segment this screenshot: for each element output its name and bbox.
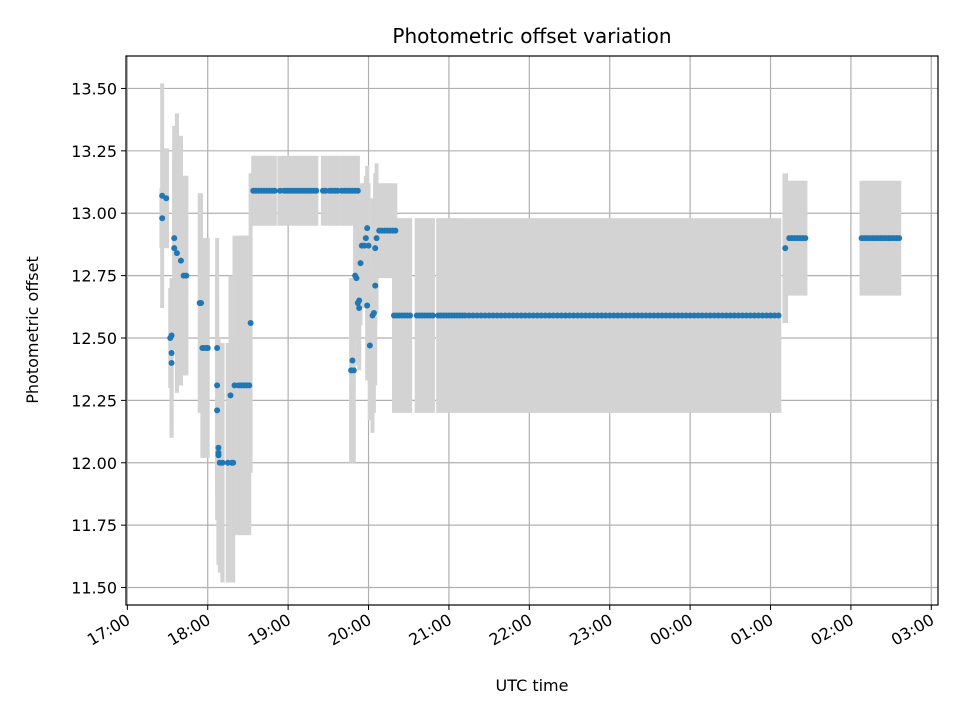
x-tick-label: 19:00	[245, 610, 294, 650]
data-point	[353, 275, 360, 282]
data-point	[429, 312, 436, 319]
data-point	[356, 305, 363, 312]
data-point	[168, 349, 175, 356]
y-tick-label: 11.50	[71, 579, 117, 598]
x-tick-label: 18:00	[164, 610, 213, 650]
x-tick-label: 17:00	[84, 610, 133, 650]
x-tick-label: 21:00	[405, 610, 454, 650]
data-point	[350, 367, 357, 374]
data-point	[349, 357, 356, 364]
x-tick-label: 22:00	[486, 610, 535, 650]
data-point	[183, 272, 190, 279]
data-point	[407, 312, 414, 319]
data-point	[171, 235, 178, 242]
y-tick-label: 13.50	[71, 79, 117, 98]
data-point	[173, 250, 180, 257]
data-point	[370, 310, 377, 317]
x-tick-label: 03:00	[888, 610, 937, 650]
y-tick-label: 12.75	[71, 267, 117, 286]
data-point	[215, 452, 222, 459]
data-point	[364, 302, 371, 309]
data-point	[215, 444, 222, 451]
y-axis-label: Photometric offset	[23, 256, 42, 404]
data-point	[163, 195, 170, 202]
data-point	[372, 282, 379, 289]
plot-frame	[125, 55, 939, 606]
x-tick-label: 02:00	[807, 610, 856, 650]
data-point	[357, 260, 364, 267]
x-axis: 17:00 18:00 19:00 20:00 21:00 22:00 23:00 00:00…	[84, 605, 937, 650]
data-point	[198, 300, 205, 307]
y-tick-label: 11.75	[71, 516, 117, 535]
data-point	[372, 245, 379, 252]
data-point	[373, 235, 380, 242]
data-point	[214, 407, 221, 414]
data-point	[171, 245, 178, 252]
data-point	[219, 459, 226, 466]
data-point	[313, 187, 320, 194]
y-tick-label: 13.25	[71, 142, 117, 161]
plot-area	[125, 55, 939, 606]
data-point	[782, 245, 789, 252]
data-point	[354, 187, 361, 194]
points-layer	[159, 187, 903, 466]
data-point	[364, 225, 371, 232]
data-point	[227, 392, 234, 399]
y-tick-label: 12.00	[71, 454, 117, 473]
data-point	[896, 235, 903, 242]
y-tick-label: 13.00	[71, 204, 117, 223]
data-point	[214, 382, 221, 389]
data-point	[177, 257, 184, 264]
x-tick-label: 00:00	[647, 610, 696, 650]
data-point	[247, 320, 254, 327]
data-point	[159, 215, 166, 222]
data-point	[214, 344, 221, 351]
data-point	[362, 235, 369, 242]
data-point	[246, 382, 253, 389]
x-tick-label: 20:00	[325, 610, 374, 650]
data-point	[802, 235, 809, 242]
chart-title: Photometric offset variation	[392, 24, 671, 48]
data-point	[365, 242, 372, 249]
x-axis-label: UTC time	[496, 676, 569, 695]
data-point	[168, 332, 175, 339]
data-point	[366, 342, 373, 349]
data-point	[230, 459, 237, 466]
data-point	[271, 187, 278, 194]
data-point	[356, 297, 363, 304]
y-axis: 11.50 11.75 12.00 12.25 12.50 12.75 13.00 13.25…	[71, 79, 126, 598]
x-tick-label: 23:00	[566, 610, 615, 650]
y-tick-label: 12.50	[71, 329, 117, 348]
x-tick-label: 01:00	[727, 610, 776, 650]
y-tick-label: 12.25	[71, 391, 117, 410]
data-point	[204, 344, 211, 351]
data-point	[392, 227, 399, 234]
data-point	[168, 359, 175, 366]
data-point	[775, 312, 782, 319]
